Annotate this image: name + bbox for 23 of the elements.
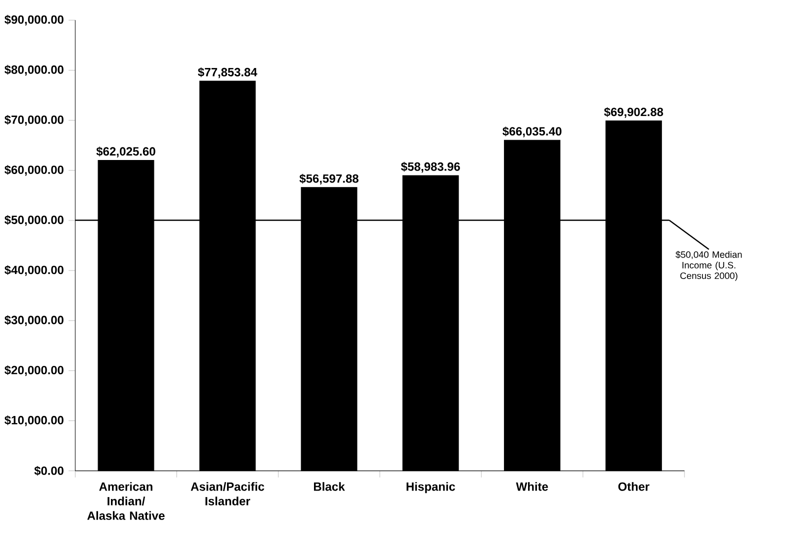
y-tick-label: $10,000.00 <box>4 415 64 426</box>
y-tick-label: $70,000.00 <box>4 114 64 126</box>
data-label: $58,983.96 <box>401 162 460 173</box>
data-label: $62,025.60 <box>96 146 156 158</box>
x-tick-label: Hispanic <box>406 482 456 494</box>
x-tick-label: Asian/Pacific Islander <box>190 482 264 506</box>
y-tick-label: $90,000.00 <box>4 14 64 26</box>
ref-line-label: $50,040 Median Income (U.S. Census 2000) <box>676 250 742 281</box>
y-tick-label: $0.00 <box>34 466 64 476</box>
y-tick-label: $30,000.00 <box>4 315 64 326</box>
y-tick-label: $50,000.00 <box>4 215 64 226</box>
data-label: $66,035.40 <box>502 126 562 138</box>
data-label: $69,902.88 <box>604 107 664 118</box>
x-tick-label: American Indian/ Alaska Native <box>87 482 165 520</box>
y-tick-label: $60,000.00 <box>4 165 64 176</box>
x-tick-label: White <box>516 482 548 491</box>
data-label: $77,853.84 <box>198 67 258 78</box>
x-tick-label: Black <box>314 482 345 491</box>
data-label: $56,597.88 <box>299 174 358 184</box>
y-tick-label: $20,000.00 <box>4 365 64 376</box>
y-tick-label: $40,000.00 <box>4 265 64 276</box>
y-tick-label: $80,000.00 <box>4 64 64 76</box>
x-tick-label: Other <box>618 482 650 491</box>
